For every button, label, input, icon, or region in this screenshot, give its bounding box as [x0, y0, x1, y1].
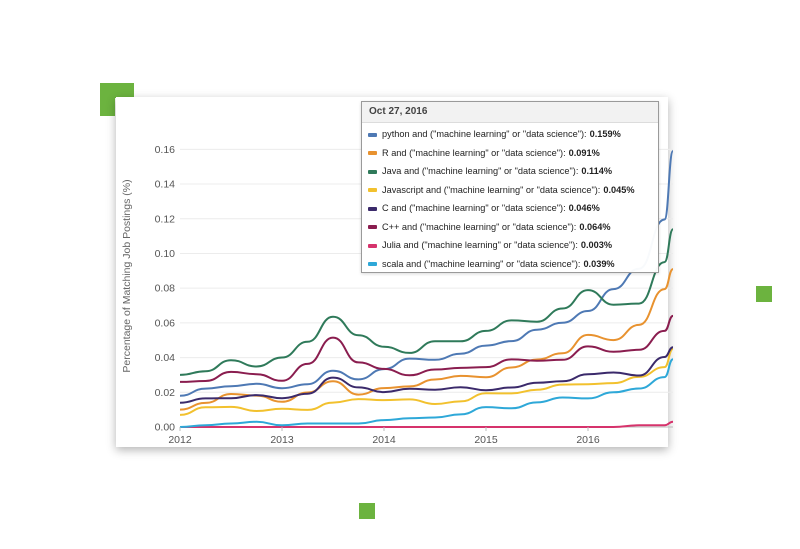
tooltip-row: Julia and ("machine learning" or "data s…	[368, 236, 658, 255]
legend-swatch	[368, 243, 377, 248]
tooltip-row: C and ("machine learning" or "data scien…	[368, 199, 658, 218]
tooltip-series-value: 0.114%	[581, 166, 613, 176]
tooltip-row: Java and ("machine learning" or "data sc…	[368, 162, 658, 181]
tooltip-row: Javascript and ("machine learning" or "d…	[368, 181, 658, 200]
tooltip-series-label: Julia and ("machine learning" or "data s…	[382, 240, 578, 250]
axes: 0.00 0.02 0.04 0.06 0.08 0.10 0.12 0.14 0.16 2012…	[155, 144, 600, 446]
green-square-decoration-right	[756, 286, 772, 302]
y-tick-label: 0.06	[155, 317, 176, 329]
x-tick-label: 2013	[270, 434, 294, 446]
series-lines	[179, 150, 674, 428]
x-tick-label: 2016	[576, 434, 600, 446]
y-axis-label: Percentage of Matching Job Postings (%)	[121, 179, 133, 372]
series-line-1	[179, 268, 674, 411]
y-tick-label: 0.16	[155, 144, 176, 156]
y-tick-label: 0.00	[155, 422, 176, 434]
legend-swatch	[368, 132, 377, 137]
legend-swatch	[368, 225, 377, 230]
legend-swatch	[368, 151, 377, 156]
tooltip-series-label: R and ("machine learning" or "data scien…	[382, 147, 566, 158]
tooltip-series-value: 0.039%	[583, 258, 615, 269]
tooltip-series-value: 0.003%	[580, 240, 613, 250]
series-line-0	[179, 150, 674, 397]
y-tick-label: 0.04	[155, 352, 176, 364]
tooltip-series-label: Java and ("machine learning" or "data sc…	[382, 166, 579, 176]
y-tick-label: 0.02	[155, 387, 176, 399]
legend-swatch	[368, 206, 377, 211]
tooltip-series-label: scala and ("machine learning" or "data s…	[382, 258, 581, 269]
series-line-3	[179, 347, 674, 416]
tooltip-series-label: C and ("machine learning" or "data scien…	[382, 203, 566, 213]
series-line-6	[180, 420, 674, 428]
tooltip-series-value: 0.064%	[579, 221, 611, 232]
legend-swatch	[368, 169, 377, 174]
tooltip-row: python and ("machine learning" or "data …	[368, 125, 658, 144]
x-tick-label: 2012	[168, 434, 192, 446]
tooltip-series-value: 0.159%	[589, 129, 621, 139]
tooltip-series-value: 0.045%	[603, 184, 635, 195]
y-tick-label: 0.14	[155, 179, 176, 191]
tooltip-row: scala and ("machine learning" or "data s…	[368, 255, 658, 274]
legend-swatch	[368, 188, 377, 193]
series-line-7	[179, 358, 674, 428]
green-bracket-decoration	[100, 83, 134, 116]
tooltip-row: R and ("machine learning" or "data scien…	[368, 144, 658, 163]
tooltip-row: C++ and ("machine learning" or "data sci…	[368, 218, 658, 237]
series-line-2	[179, 228, 674, 376]
tooltip-date: Oct 27, 2016	[362, 102, 658, 123]
y-tick-label: 0.10	[155, 248, 176, 260]
series-line-5	[179, 314, 674, 383]
green-square-decoration-bottom	[359, 503, 375, 519]
tooltip-series-label: python and ("machine learning" or "data …	[382, 129, 587, 139]
tooltip: Oct 27, 2016 python and ("machine learni…	[361, 101, 659, 273]
tooltip-series-value: 0.046%	[568, 203, 600, 213]
tooltip-list: python and ("machine learning" or "data …	[362, 123, 658, 273]
tooltip-series-label: Javascript and ("machine learning" or "d…	[382, 184, 601, 195]
x-tick-label: 2014	[372, 434, 396, 446]
series-line-4	[179, 346, 674, 404]
y-tick-label: 0.08	[155, 283, 176, 295]
x-tick-label: 2015	[474, 434, 498, 446]
tooltip-series-label: C++ and ("machine learning" or "data sci…	[382, 221, 577, 232]
legend-swatch	[368, 262, 377, 267]
tooltip-series-value: 0.091%	[568, 147, 600, 158]
y-tick-label: 0.12	[155, 213, 176, 225]
